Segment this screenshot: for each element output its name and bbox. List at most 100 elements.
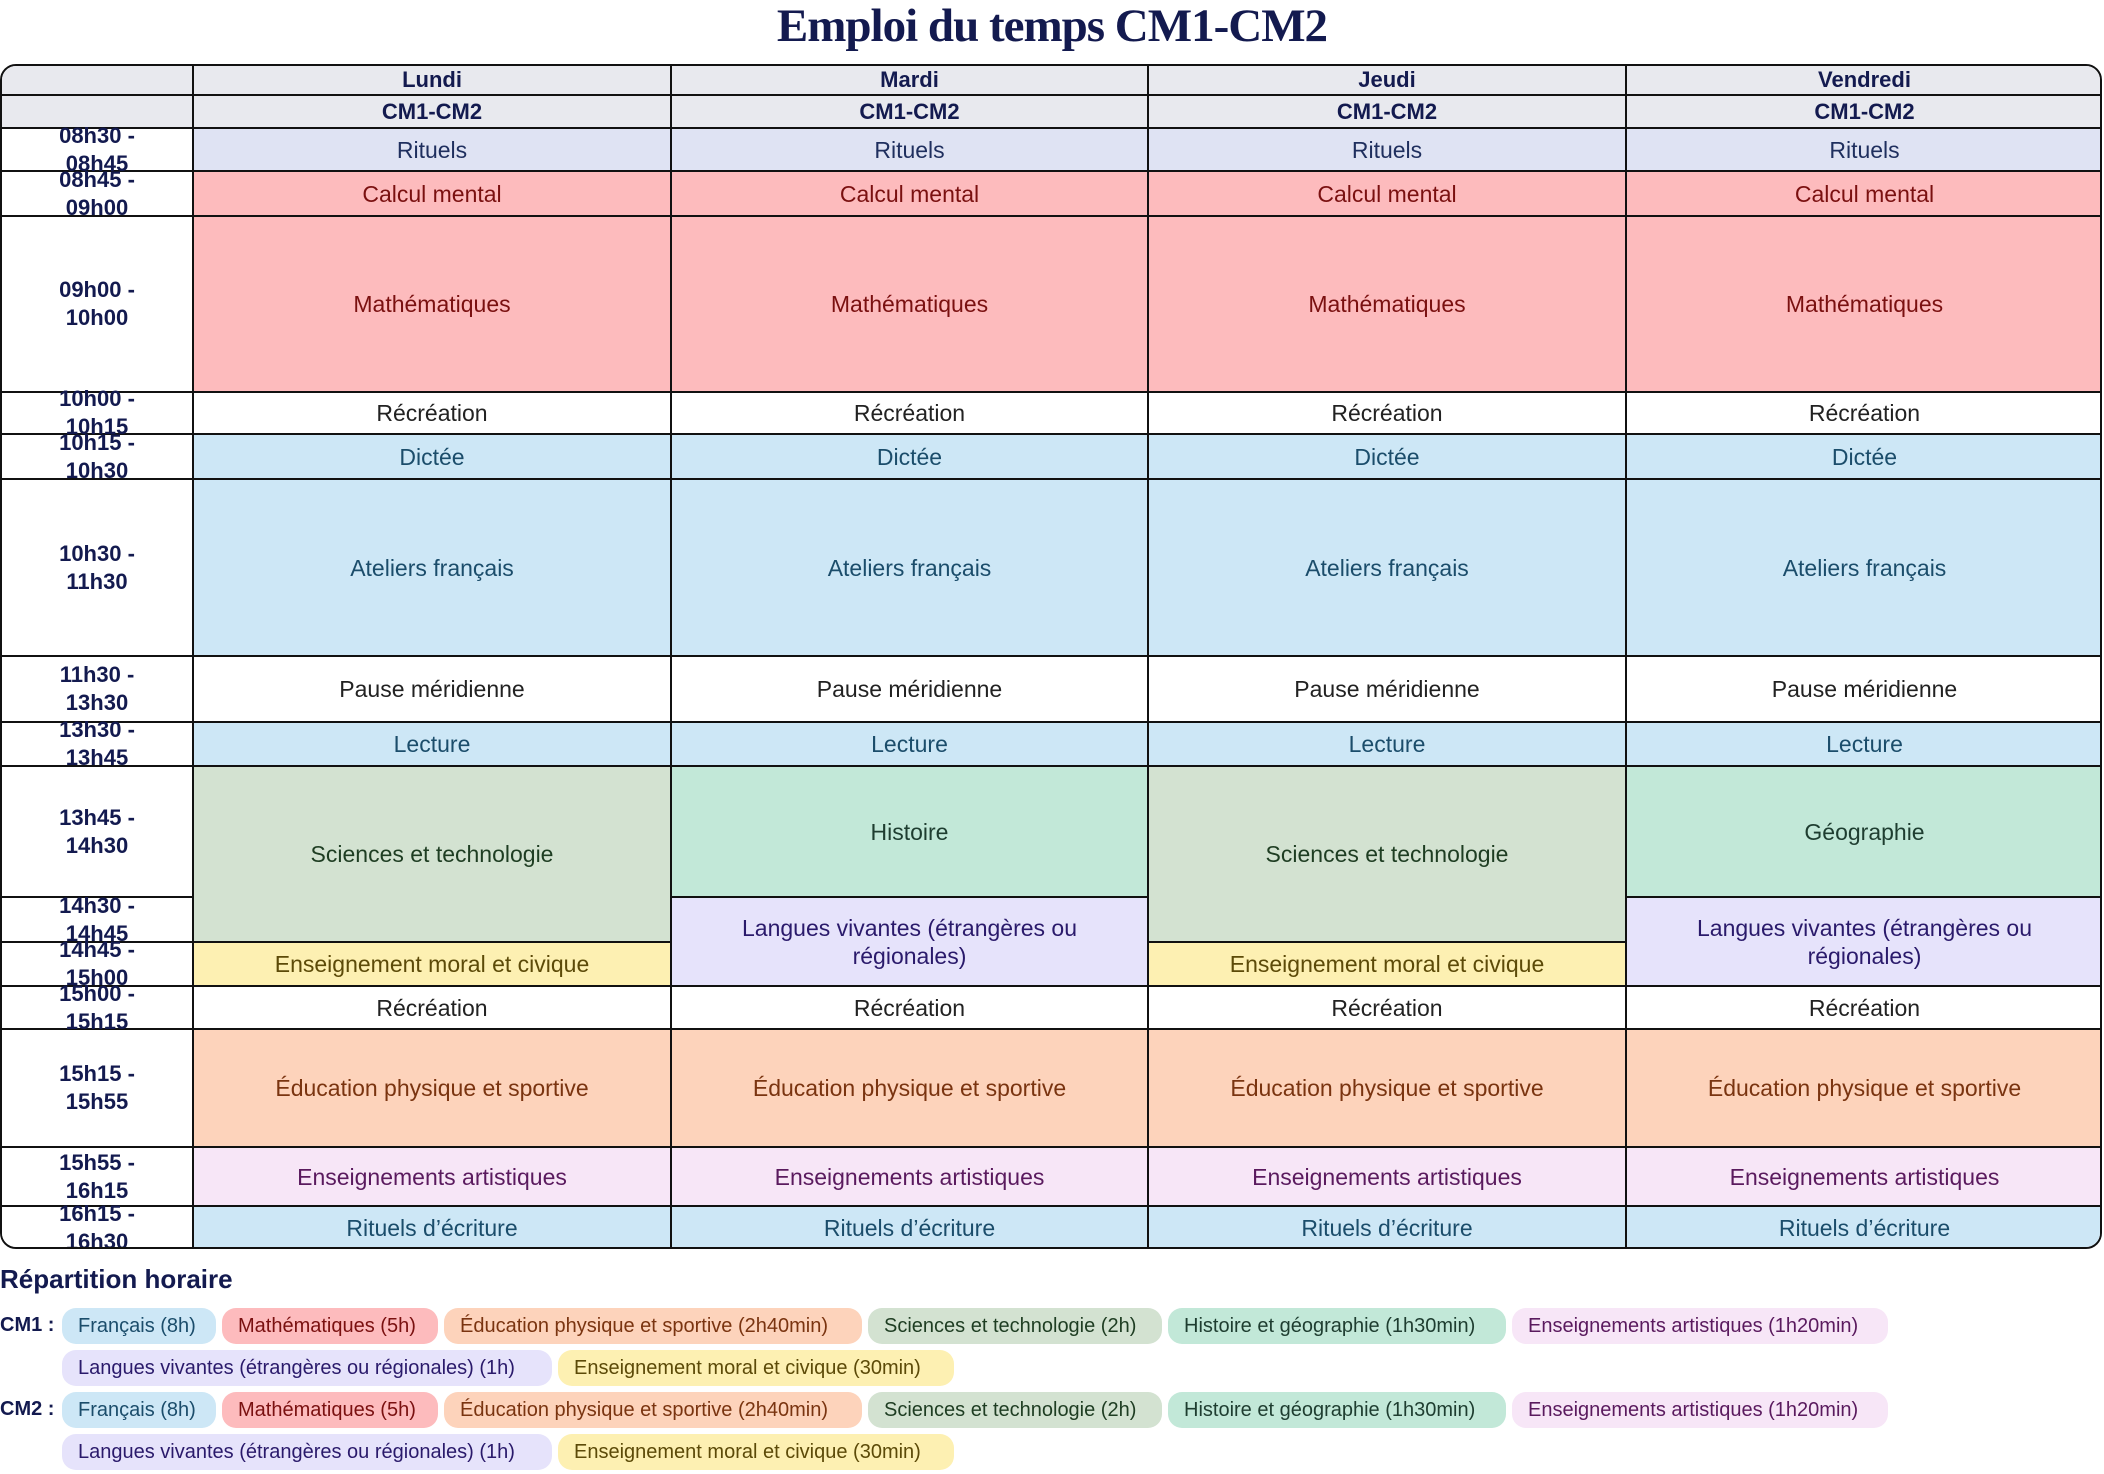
lesson-calcul: Calcul mental [1149, 172, 1627, 217]
lesson-rituels: Rituels [194, 129, 672, 172]
lesson-recre: Récréation [194, 987, 672, 1030]
lesson-pause: Pause méridienne [1149, 657, 1627, 723]
lesson-recre: Récréation [1149, 987, 1627, 1030]
time-slot: 09h00 - 10h00 [2, 217, 194, 393]
lesson-lecture: Lecture [672, 723, 1149, 767]
legend-title: Répartition horaire [0, 1264, 233, 1294]
lesson-sciences: Sciences et technologie [1149, 767, 1627, 943]
lesson-histoire: Histoire [672, 767, 1149, 898]
lesson-pause: Pause méridienne [672, 657, 1149, 723]
legend-chip: Enseignement moral et civique (30min) [558, 1434, 954, 1470]
lesson-recre: Récréation [1627, 393, 2100, 435]
time-slot: 13h45 - 14h30 [2, 767, 194, 898]
time-slot: 08h45 - 09h00 [2, 167, 194, 220]
time-slot: 10h00 - 10h15 [2, 386, 194, 439]
header-corner [2, 96, 194, 129]
lesson-ecriture: Rituels d’écriture [1627, 1207, 2100, 1247]
lesson-dictee: Dictée [672, 435, 1149, 480]
lesson-maths: Mathématiques [1149, 217, 1627, 393]
time-slot: 10h15 - 10h30 [2, 430, 194, 483]
time-slot: 15h00 - 15h15 [2, 981, 194, 1034]
lesson-ecriture: Rituels d’écriture [194, 1207, 672, 1247]
lesson-ateliers: Ateliers français [194, 480, 672, 657]
legend-chip: Éducation physique et sportive (2h40min) [444, 1392, 862, 1428]
lesson-eps: Éducation physique et sportive [1627, 1030, 2100, 1148]
lesson-calcul: Calcul mental [672, 172, 1149, 217]
lesson-arts: Enseignements artistiques [1149, 1148, 1627, 1207]
legend-chip: Langues vivantes (étrangères ou régional… [62, 1350, 552, 1386]
lesson-langues: Langues vivantes (étrangères ou régional… [1627, 898, 2100, 987]
class-header: CM1-CM2 [672, 96, 1149, 129]
time-slot: 10h30 - 11h30 [2, 480, 194, 657]
lesson-arts: Enseignements artistiques [194, 1148, 672, 1207]
legend-group-label: CM2 : [0, 1398, 55, 1420]
day-header-lundi: Lundi [194, 66, 672, 96]
time-slot: 13h30 - 13h45 [2, 717, 194, 770]
legend-chip: Langues vivantes (étrangères ou régional… [62, 1434, 552, 1470]
header-corner [2, 66, 194, 96]
lesson-ateliers: Ateliers français [1149, 480, 1627, 657]
lesson-pause: Pause méridienne [1627, 657, 2100, 723]
time-slot: 08h30 - 08h45 [2, 123, 194, 176]
lesson-lecture: Lecture [1149, 723, 1627, 767]
lesson-dictee: Dictée [194, 435, 672, 480]
lesson-lecture: Lecture [1627, 723, 2100, 767]
legend-chip: Sciences et technologie (2h) [868, 1392, 1162, 1428]
lesson-rituels: Rituels [1627, 129, 2100, 172]
lesson-calcul: Calcul mental [194, 172, 672, 217]
legend-chip: Mathématiques (5h) [222, 1392, 438, 1428]
lesson-dictee: Dictée [1149, 435, 1627, 480]
legend-chip: Français (8h) [62, 1308, 216, 1344]
lesson-arts: Enseignements artistiques [672, 1148, 1149, 1207]
timetable: Lundi CM1-CM2 Mardi CM1-CM2 Jeudi CM1-CM2 Vend… [0, 64, 2102, 1249]
time-slot: 14h45 - 15h00 [2, 937, 194, 990]
legend-chip: Enseignement moral et civique (30min) [558, 1350, 954, 1386]
legend-chip: Enseignements artistiques (1h20min) [1512, 1392, 1888, 1428]
day-header-vendredi: Vendredi [1627, 66, 2100, 96]
lesson-lecture: Lecture [194, 723, 672, 767]
lesson-emc: Enseignement moral et civique [194, 943, 672, 987]
time-slot: 11h30 - 13h30 [2, 657, 194, 723]
legend-group-label: CM1 : [0, 1314, 55, 1336]
lesson-pause: Pause méridienne [194, 657, 672, 723]
lesson-rituels: Rituels [1149, 129, 1627, 172]
time-slot: 15h55 - 16h15 [2, 1148, 194, 1207]
lesson-recre: Récréation [194, 393, 672, 435]
lesson-dictee: Dictée [1627, 435, 2100, 480]
legend-chip: Histoire et géographie (1h30min) [1168, 1392, 1506, 1428]
legend-chip: Histoire et géographie (1h30min) [1168, 1308, 1506, 1344]
lesson-geo: Géographie [1627, 767, 2100, 898]
lesson-sciences: Sciences et technologie [194, 767, 672, 943]
lesson-rituels: Rituels [672, 129, 1149, 172]
lesson-eps: Éducation physique et sportive [1149, 1030, 1627, 1148]
lesson-maths: Mathématiques [194, 217, 672, 393]
legend-chip: Français (8h) [62, 1392, 216, 1428]
time-slot: 16h15 - 16h30 [2, 1201, 194, 1247]
class-header: CM1-CM2 [1149, 96, 1627, 129]
lesson-eps: Éducation physique et sportive [672, 1030, 1149, 1148]
lesson-recre: Récréation [672, 987, 1149, 1030]
page-title: Emploi du temps CM1-CM2 [776, 0, 1328, 52]
legend-chip: Enseignements artistiques (1h20min) [1512, 1308, 1888, 1344]
lesson-recre: Récréation [672, 393, 1149, 435]
day-header-jeudi: Jeudi [1149, 66, 1627, 96]
legend-chip: Sciences et technologie (2h) [868, 1308, 1162, 1344]
lesson-eps: Éducation physique et sportive [194, 1030, 672, 1148]
legend-chip: Mathématiques (5h) [222, 1308, 438, 1344]
legend-chip: Éducation physique et sportive (2h40min) [444, 1308, 862, 1344]
time-slot: 14h30 - 14h45 [2, 893, 194, 946]
lesson-arts: Enseignements artistiques [1627, 1148, 2100, 1207]
lesson-recre: Récréation [1149, 393, 1627, 435]
lesson-ateliers: Ateliers français [672, 480, 1149, 657]
lesson-emc: Enseignement moral et civique [1149, 943, 1627, 987]
lesson-maths: Mathématiques [672, 217, 1149, 393]
lesson-ecriture: Rituels d’écriture [672, 1207, 1149, 1247]
lesson-calcul: Calcul mental [1627, 172, 2100, 217]
day-header-mardi: Mardi [672, 66, 1149, 96]
lesson-ecriture: Rituels d’écriture [1149, 1207, 1627, 1247]
class-header: CM1-CM2 [194, 96, 672, 129]
time-slot: 15h15 - 15h55 [2, 1030, 194, 1148]
lesson-maths: Mathématiques [1627, 217, 2100, 393]
lesson-ateliers: Ateliers français [1627, 480, 2100, 657]
class-header: CM1-CM2 [1627, 96, 2100, 129]
